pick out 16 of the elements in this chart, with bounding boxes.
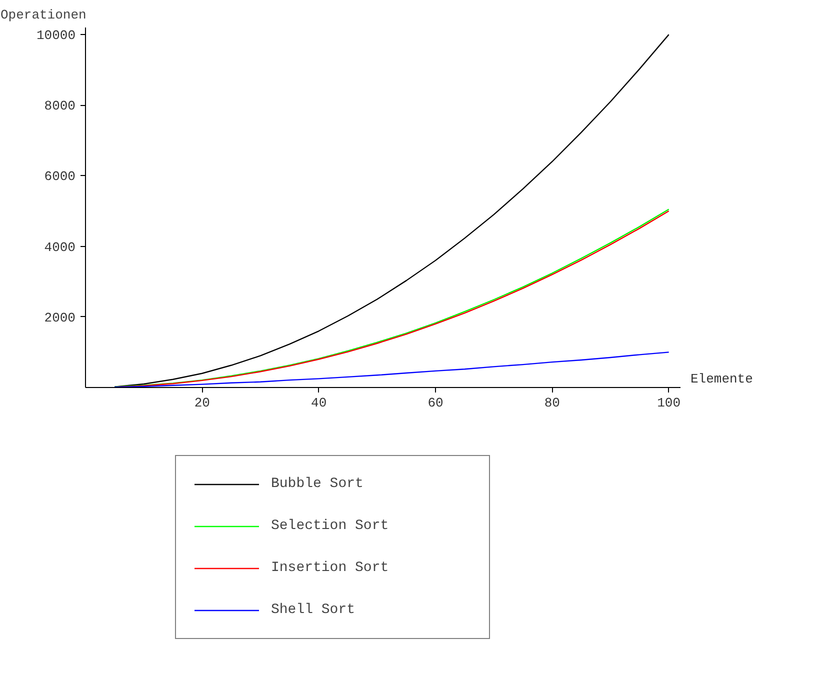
y-axis-title: Operationen [0,8,86,22]
y-tick-label: 10000 [36,28,76,44]
legend-label: Insertion Sort [271,560,390,576]
y-tick-label: 2000 [44,310,76,326]
x-axis-title: Elemente [690,372,753,386]
x-tick-label: 100 [657,396,681,410]
y-tick-label: 4000 [44,240,76,255]
x-tick-label: 40 [311,396,327,410]
y-tick-label: 8000 [44,98,76,114]
legend-label: Shell Sort [271,602,356,618]
x-tick-label: 60 [428,396,444,410]
x-tick-label: 80 [544,396,560,410]
legend-label: Bubble Sort [271,476,364,492]
x-tick-label: 20 [194,396,210,410]
legend-label: Selection Sort [271,518,390,534]
y-tick-label: 6000 [44,169,76,184]
